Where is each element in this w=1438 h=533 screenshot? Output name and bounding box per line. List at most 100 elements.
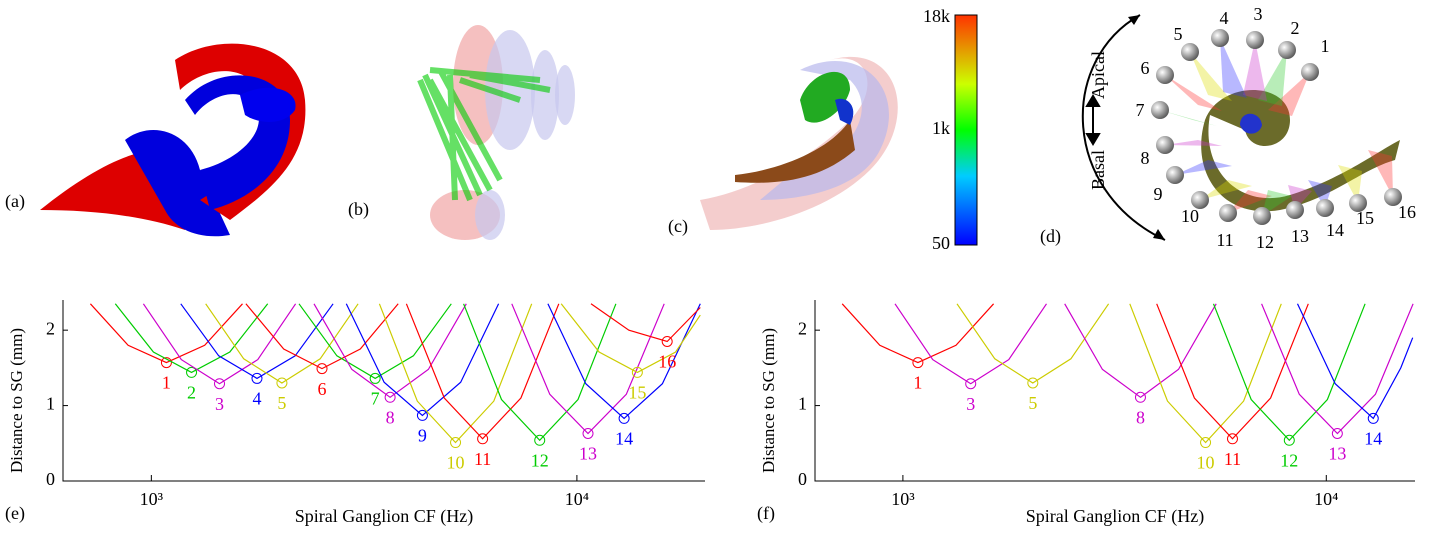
electrode-label: 9 <box>1154 184 1163 204</box>
electrode-label: 1 <box>1321 36 1330 56</box>
colorbar-label: 1k <box>932 118 950 138</box>
curve-label: 1 <box>913 373 922 393</box>
panel-label: (f) <box>757 503 775 524</box>
curve-label: 14 <box>1364 429 1382 449</box>
panel-label: (a) <box>5 191 25 212</box>
curve <box>464 304 616 441</box>
electrode-label: 4 <box>1220 8 1229 28</box>
colorbar <box>955 15 977 245</box>
curve <box>1214 304 1366 441</box>
curve-label: 10 <box>1197 453 1215 473</box>
curve <box>143 304 295 384</box>
electrode-label: 5 <box>1174 24 1183 44</box>
electrode-label: 14 <box>1326 220 1344 240</box>
electrode-label: 3 <box>1254 4 1263 24</box>
electrode <box>1253 207 1271 225</box>
electrode <box>1181 43 1199 61</box>
x-tick-label: 10⁴ <box>565 489 589 509</box>
curve-label: 3 <box>215 394 224 414</box>
curve <box>1065 304 1217 398</box>
curve-label: 8 <box>1136 407 1145 427</box>
curve-label: 2 <box>187 383 196 403</box>
y-axis-label: Distance to SG (mm) <box>7 328 26 473</box>
curve-label: 5 <box>1028 393 1037 413</box>
curve <box>561 304 700 373</box>
curve-label: 10 <box>447 453 465 473</box>
y-tick-label: 1 <box>46 394 55 414</box>
y-tick-label: 2 <box>46 318 55 338</box>
electrode-label: 6 <box>1141 58 1150 78</box>
curve <box>842 304 993 363</box>
panel-label: (d) <box>1040 226 1061 247</box>
x-axis-label: Spiral Ganglion CF (Hz) <box>295 506 473 527</box>
curve-label: 12 <box>531 450 549 470</box>
axis <box>815 300 1415 481</box>
electrode <box>1151 101 1169 119</box>
electrode-label: 7 <box>1136 100 1145 120</box>
curve <box>90 304 242 363</box>
apical-label: Apical <box>1088 51 1108 99</box>
electrode-label: 2 <box>1291 18 1300 38</box>
electrode-label: 10 <box>1181 206 1199 226</box>
electrode-label: 15 <box>1356 208 1374 228</box>
x-tick-label: 10⁴ <box>1314 489 1338 509</box>
panel-label: (c) <box>668 216 688 237</box>
y-tick-label: 0 <box>46 469 55 489</box>
render-b <box>420 25 575 240</box>
y-tick-label: 0 <box>798 469 807 489</box>
colorbar-label: 50 <box>932 233 950 253</box>
y-tick-label: 2 <box>798 318 807 338</box>
curve-label: 11 <box>1224 449 1241 469</box>
curve-label: 7 <box>371 389 380 409</box>
curve-label: 13 <box>1328 444 1346 464</box>
curve-label: 9 <box>418 426 427 446</box>
curve-label: 13 <box>579 444 597 464</box>
electrode <box>1219 204 1237 222</box>
x-tick-label: 10³ <box>891 489 915 509</box>
curve-label: 15 <box>628 383 646 403</box>
curve <box>379 304 531 443</box>
x-axis-label: Spiral Ganglion CF (Hz) <box>1026 506 1204 527</box>
curve-label: 3 <box>966 394 975 414</box>
curve-label: 11 <box>474 449 491 469</box>
curve <box>206 304 358 383</box>
electrode-label: 16 <box>1398 202 1416 222</box>
electrode <box>1301 63 1319 81</box>
curve <box>1157 304 1309 439</box>
electrode <box>1246 31 1264 49</box>
curve-label: 4 <box>252 389 261 409</box>
colorbar-label: 18k <box>923 6 950 26</box>
curve <box>591 304 700 342</box>
figure: (a)(b)(c)(d)18k1k50ApicalBasal1234567891… <box>0 0 1438 533</box>
y-tick-label: 1 <box>798 394 807 414</box>
x-tick-label: 10³ <box>140 489 164 509</box>
curve-label: 8 <box>386 407 395 427</box>
curve-label: 5 <box>277 393 286 413</box>
y-axis-label: Distance to SG (mm) <box>759 328 778 473</box>
render-c <box>700 57 898 230</box>
curve-label: 12 <box>1280 450 1298 470</box>
curve <box>548 304 700 419</box>
electrode-field <box>1220 38 1247 98</box>
curve <box>115 304 267 373</box>
electrode <box>1286 201 1304 219</box>
curve-label: 16 <box>658 352 676 372</box>
electrode-field <box>1243 40 1267 101</box>
electrode-label: 11 <box>1216 230 1233 250</box>
electrode <box>1156 66 1174 84</box>
curve-label: 6 <box>318 379 327 399</box>
curve <box>314 304 466 398</box>
render-a <box>40 44 305 237</box>
curve <box>346 304 498 416</box>
curve-label: 14 <box>615 429 633 449</box>
electrode <box>1316 199 1334 217</box>
electrode <box>1156 136 1174 154</box>
electrode <box>1211 29 1229 47</box>
curve-label: 1 <box>162 373 171 393</box>
curve <box>1262 304 1414 434</box>
electrode-label: 13 <box>1291 226 1309 246</box>
basal-label: Basal <box>1088 150 1108 190</box>
curve <box>299 304 451 379</box>
electrode-label: 8 <box>1141 148 1150 168</box>
electrode-label: 12 <box>1256 232 1274 252</box>
